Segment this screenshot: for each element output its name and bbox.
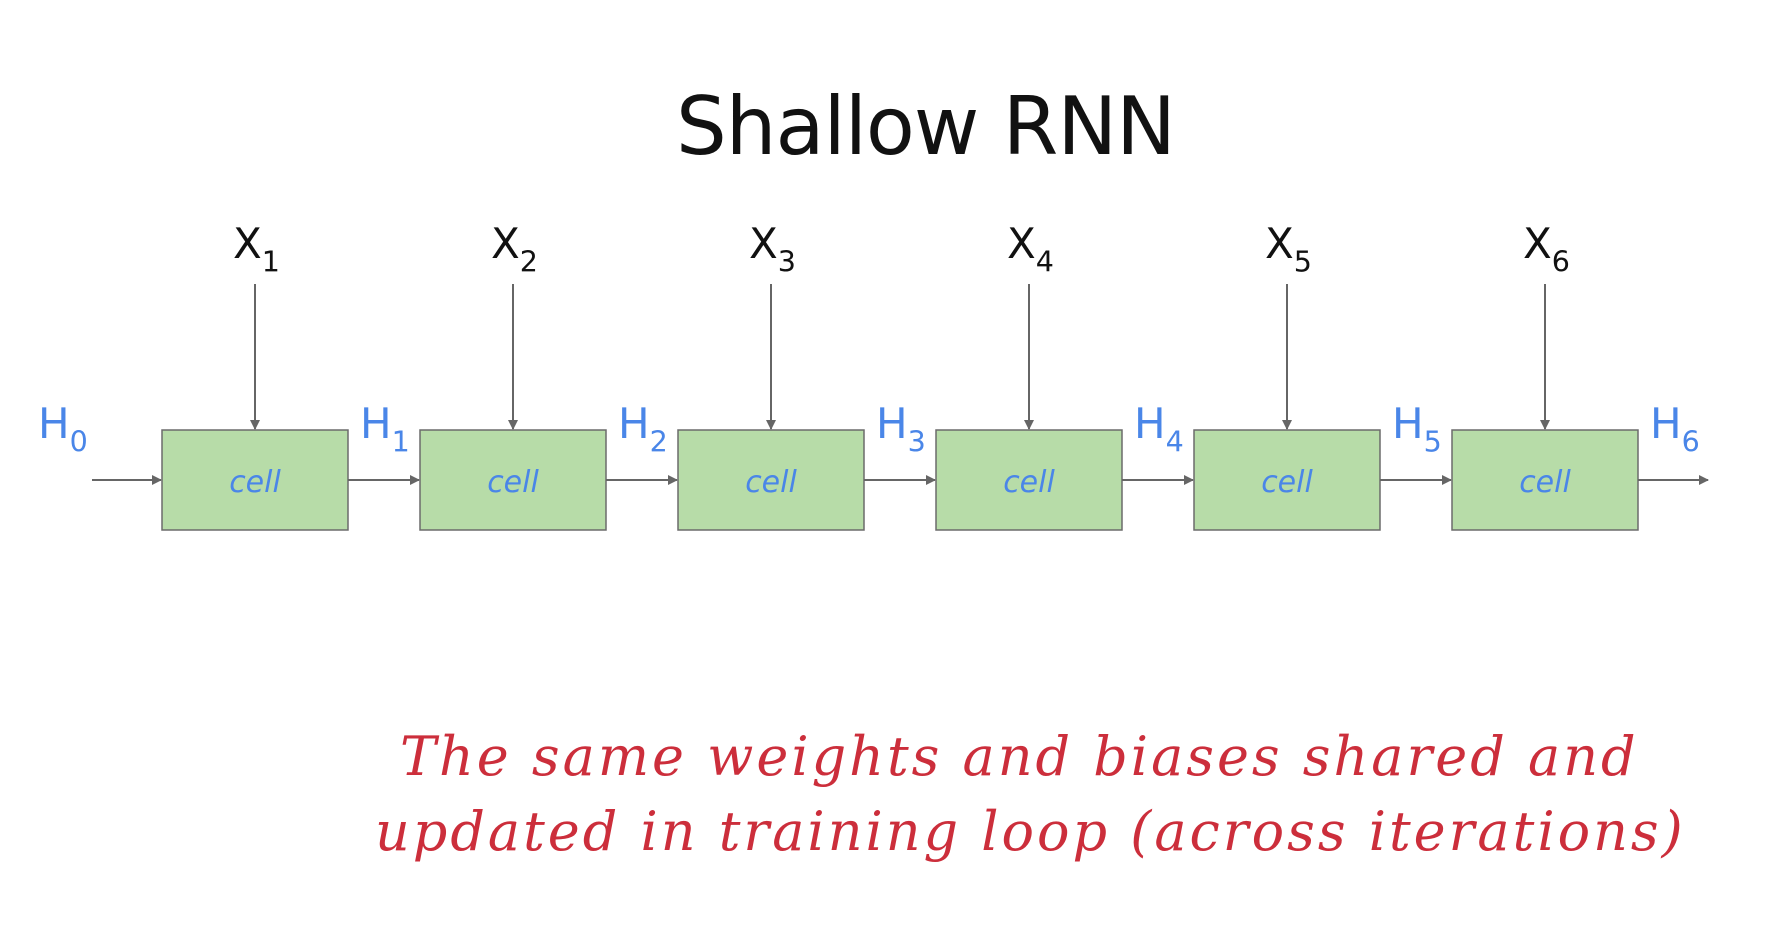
rnn-cell-3 xyxy=(677,429,865,531)
input-label-x5: X5 xyxy=(1265,219,1312,278)
rnn-cell-6 xyxy=(1451,429,1639,531)
input-label-x2: X2 xyxy=(491,219,538,278)
input-label-x4: X4 xyxy=(1007,219,1054,278)
rnn-cell-2 xyxy=(419,429,607,531)
diagram-title: Shallow RNN xyxy=(675,80,1176,173)
cell-label-5: cell xyxy=(1261,465,1313,500)
hidden-label-h5: H5 xyxy=(1392,399,1442,458)
input-label-x1: X1 xyxy=(233,219,280,278)
hidden-label-h0: H0 xyxy=(38,399,88,458)
annotation-line-2: updated in training loop (across iterati… xyxy=(375,800,1686,863)
input-label-x3: X3 xyxy=(749,219,796,278)
cell-label-2: cell xyxy=(487,465,539,500)
hidden-label-h4: H4 xyxy=(1134,399,1184,458)
annotation-line-1: The same weights and biases shared and xyxy=(400,725,1639,788)
rnn-cell-5 xyxy=(1193,429,1381,531)
hidden-label-h1: H1 xyxy=(360,399,410,458)
cell-label-3: cell xyxy=(745,465,797,500)
cell-label-1: cell xyxy=(229,465,281,500)
rnn-cell-1 xyxy=(161,429,349,531)
rnn-cell-4 xyxy=(935,429,1123,531)
cell-label-4: cell xyxy=(1003,465,1055,500)
input-label-x6: X6 xyxy=(1523,219,1570,278)
hidden-label-h6: H6 xyxy=(1650,399,1700,458)
hidden-label-h3: H3 xyxy=(876,399,926,458)
cell-label-6: cell xyxy=(1519,465,1571,500)
hidden-label-h2: H2 xyxy=(618,399,668,458)
